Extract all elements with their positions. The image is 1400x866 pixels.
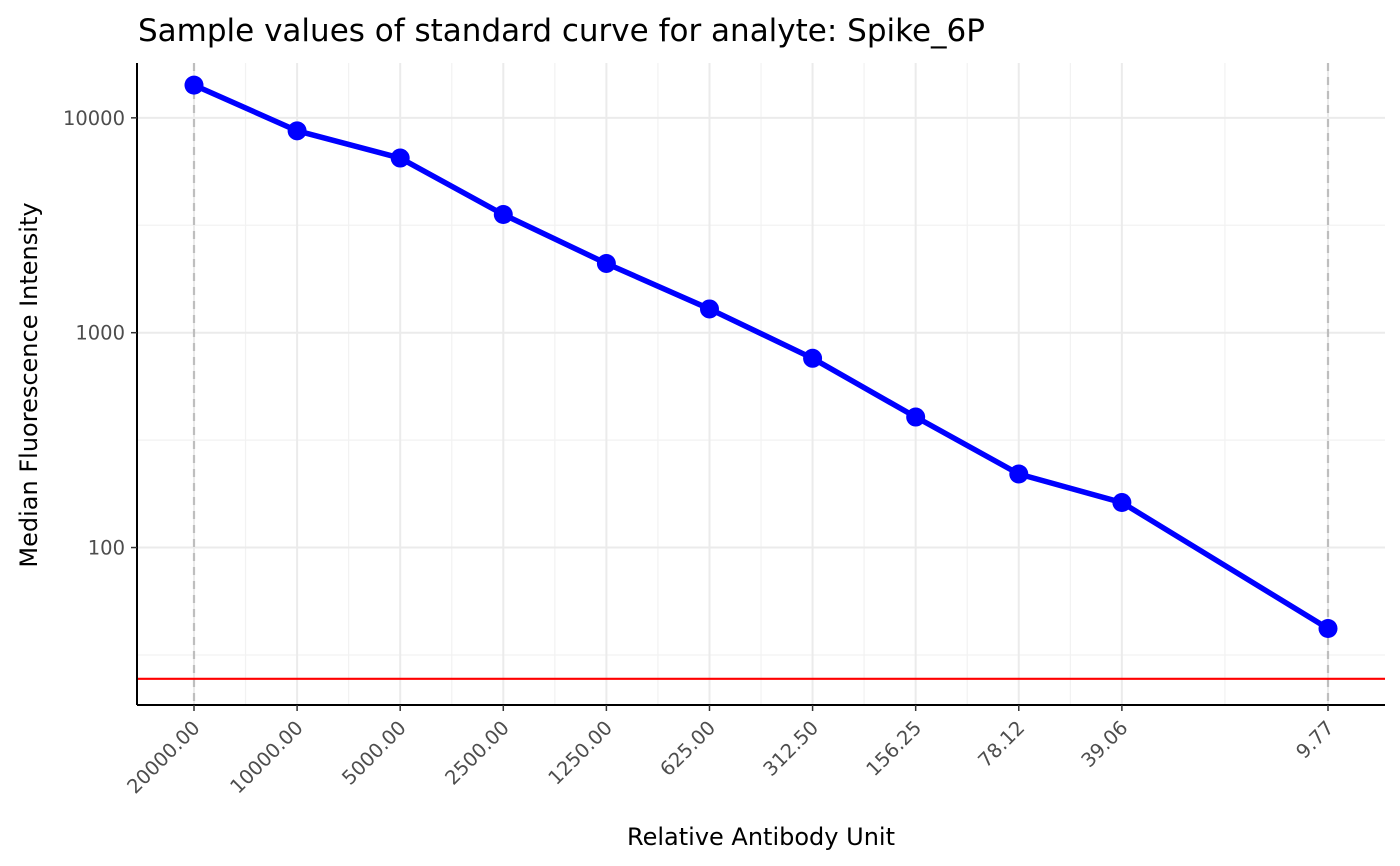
series-layer: [184, 75, 1338, 638]
data-point: [1318, 618, 1338, 638]
data-point: [803, 348, 823, 368]
y-tick-label: 10000: [63, 107, 125, 130]
data-point: [596, 253, 616, 273]
data-point: [390, 148, 410, 168]
data-point: [287, 121, 307, 141]
x-axis-title: Relative Antibody Unit: [627, 823, 895, 851]
data-point: [184, 75, 204, 95]
y-tick-labels: 100 1000 10000: [63, 107, 137, 560]
data-point: [1112, 493, 1132, 513]
data-point: [1009, 464, 1029, 484]
minor-gridlines: [137, 63, 1385, 705]
axes: [136, 63, 1385, 706]
data-point: [699, 299, 719, 319]
chart-title: Sample values of standard curve for anal…: [138, 13, 985, 49]
data-point: [493, 204, 513, 224]
y-tick-label: 1000: [75, 322, 125, 345]
reference-lines: [137, 63, 1385, 705]
data-point: [906, 407, 926, 427]
major-gridlines: [137, 63, 1385, 705]
y-axis-title: Median Fluorescence Intensity: [15, 202, 43, 567]
y-tick-label: 100: [88, 537, 125, 560]
